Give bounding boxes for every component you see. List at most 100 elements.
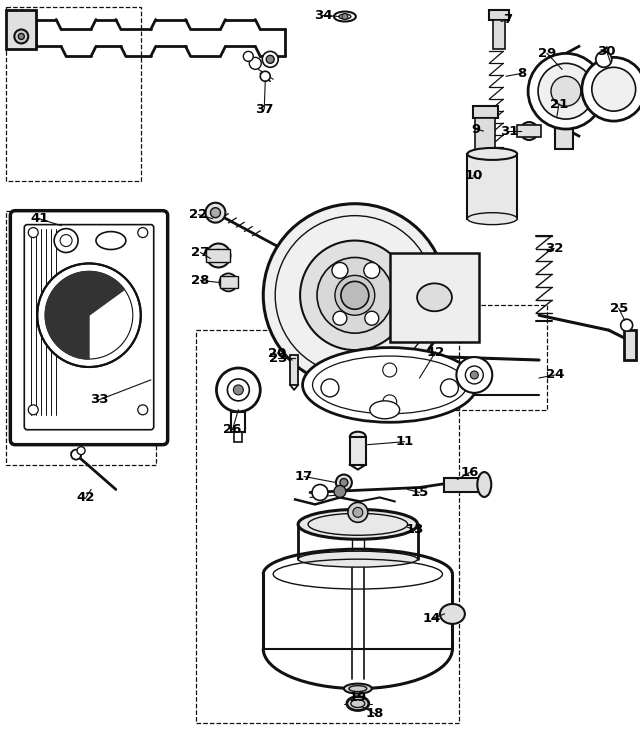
Circle shape: [595, 52, 612, 67]
Ellipse shape: [347, 696, 369, 710]
Circle shape: [520, 122, 538, 140]
Ellipse shape: [339, 14, 351, 19]
Circle shape: [334, 486, 346, 497]
Circle shape: [37, 263, 141, 367]
Circle shape: [28, 405, 38, 415]
Text: 26: 26: [223, 423, 242, 436]
Text: 25: 25: [610, 301, 628, 315]
Circle shape: [347, 287, 363, 304]
Circle shape: [312, 484, 328, 500]
Bar: [206, 248, 230, 262]
Text: 20: 20: [268, 346, 287, 360]
Bar: [624, 330, 636, 360]
Circle shape: [456, 357, 492, 393]
Circle shape: [440, 379, 458, 397]
Circle shape: [383, 395, 397, 409]
Circle shape: [335, 276, 375, 315]
Bar: [290, 355, 298, 385]
Circle shape: [336, 475, 352, 490]
Bar: [555, 109, 573, 149]
Bar: [221, 276, 238, 288]
Ellipse shape: [298, 509, 417, 539]
Circle shape: [212, 250, 224, 262]
Text: 15: 15: [410, 486, 429, 499]
Circle shape: [19, 33, 24, 40]
Circle shape: [538, 63, 594, 119]
Circle shape: [60, 234, 72, 247]
Circle shape: [551, 76, 581, 106]
Text: 12: 12: [426, 346, 445, 359]
Ellipse shape: [303, 348, 477, 422]
Circle shape: [342, 13, 348, 19]
Ellipse shape: [478, 472, 491, 497]
Text: 21: 21: [550, 97, 568, 111]
Circle shape: [592, 67, 636, 111]
Bar: [6, 211, 156, 464]
Circle shape: [364, 262, 379, 279]
Circle shape: [582, 57, 641, 121]
Circle shape: [470, 371, 478, 379]
Text: 23: 23: [269, 352, 287, 365]
Circle shape: [275, 216, 435, 375]
Circle shape: [620, 319, 633, 331]
Text: 37: 37: [255, 102, 274, 116]
Circle shape: [383, 363, 397, 377]
Text: 32: 32: [545, 242, 563, 255]
Circle shape: [266, 55, 274, 63]
Text: 9: 9: [472, 122, 481, 136]
Text: 11: 11: [395, 435, 413, 448]
Polygon shape: [46, 271, 124, 359]
Circle shape: [219, 273, 237, 291]
Circle shape: [262, 52, 278, 67]
Ellipse shape: [351, 699, 365, 708]
Text: 31: 31: [500, 125, 519, 138]
Circle shape: [263, 203, 446, 387]
Ellipse shape: [467, 213, 517, 225]
Circle shape: [71, 450, 81, 460]
Circle shape: [46, 271, 133, 359]
Bar: [390, 253, 479, 342]
Circle shape: [300, 240, 410, 350]
Circle shape: [465, 366, 483, 384]
Text: 8: 8: [517, 67, 527, 80]
Text: 30: 30: [597, 45, 616, 58]
Ellipse shape: [349, 685, 367, 691]
Text: 22: 22: [189, 208, 208, 221]
Text: 24: 24: [545, 368, 564, 382]
Text: 14: 14: [422, 612, 441, 626]
Ellipse shape: [467, 148, 517, 160]
Text: 42: 42: [77, 491, 96, 504]
Ellipse shape: [344, 684, 372, 694]
Bar: [473, 106, 498, 118]
Circle shape: [528, 53, 604, 129]
Text: 17: 17: [295, 470, 313, 483]
Ellipse shape: [370, 401, 399, 419]
Circle shape: [317, 257, 393, 333]
Text: 13: 13: [405, 523, 424, 536]
Ellipse shape: [440, 604, 465, 624]
Text: 19: 19: [349, 691, 367, 704]
Bar: [231, 412, 246, 432]
Bar: [476, 118, 495, 153]
FancyBboxPatch shape: [10, 211, 168, 444]
Bar: [196, 330, 460, 724]
Circle shape: [244, 52, 253, 61]
Circle shape: [348, 503, 368, 523]
Circle shape: [138, 405, 148, 415]
Circle shape: [233, 385, 244, 395]
Text: 41: 41: [30, 212, 49, 225]
Circle shape: [28, 228, 38, 237]
Text: 27: 27: [192, 246, 210, 259]
Text: 34: 34: [313, 9, 332, 22]
Circle shape: [206, 203, 226, 223]
Bar: [408, 305, 547, 410]
Bar: [467, 154, 517, 219]
Bar: [350, 437, 366, 464]
Text: 7: 7: [504, 13, 513, 26]
Circle shape: [228, 379, 249, 401]
Circle shape: [340, 478, 348, 486]
Circle shape: [249, 57, 262, 69]
Circle shape: [210, 208, 221, 217]
Bar: [6, 10, 37, 49]
Bar: [517, 125, 541, 137]
